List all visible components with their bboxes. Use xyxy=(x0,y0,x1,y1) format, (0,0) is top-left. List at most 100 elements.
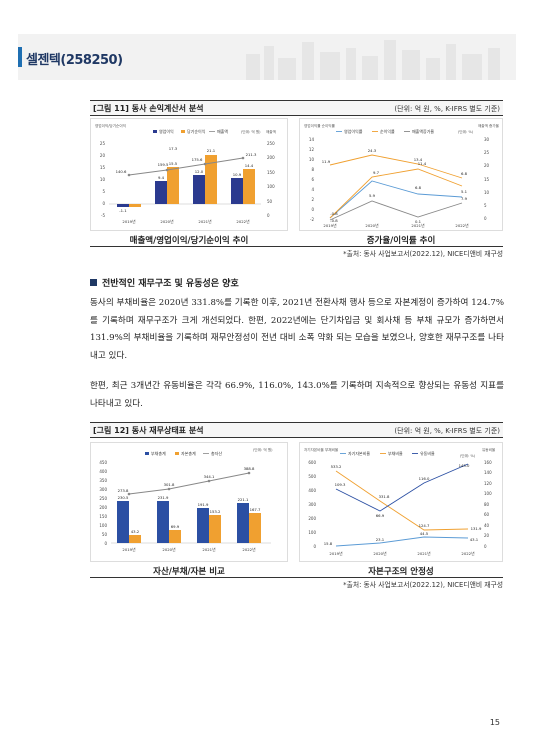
point-label: 5.1 xyxy=(461,189,468,194)
figure12-bottom-rule xyxy=(90,577,503,578)
assets-line xyxy=(128,472,250,495)
y2tick: 100 xyxy=(267,184,275,189)
y2tick: 160 xyxy=(484,460,492,465)
sales-point xyxy=(203,162,207,166)
bar-op-2019 xyxy=(117,204,129,207)
point-label: 7.9 xyxy=(461,196,468,201)
sales-point xyxy=(241,156,245,160)
y2tick: 250 xyxy=(267,141,275,146)
ytick: 100 xyxy=(308,530,316,535)
equity-label: 69.9 xyxy=(171,524,180,529)
point-label: 66.9 xyxy=(376,513,385,518)
xtick: 2021년 xyxy=(198,219,212,224)
bar-label: 17.3 xyxy=(169,146,178,151)
y2tick: 80 xyxy=(484,502,490,507)
y2tick: 50 xyxy=(267,199,273,204)
bar-label: -1.1 xyxy=(119,208,127,213)
ytick: -2 xyxy=(310,217,314,222)
xtick: 2020년 xyxy=(160,219,174,224)
assets-point xyxy=(247,471,251,475)
figure12-left-chart: (단위: 억 원) 부채총계 자본총계 총자산 450 400 350 300 … xyxy=(90,442,288,562)
y2tick: 0 xyxy=(484,216,487,221)
ytick: 150 xyxy=(99,514,107,519)
figure12-unit: (단위: 억 원, %, K-IFRS 별도 기준) xyxy=(394,427,500,435)
right-axis-title: 매출액 증가율 xyxy=(478,123,500,128)
ytick: 10 xyxy=(309,157,315,162)
ytick: 5 xyxy=(102,189,105,194)
xtick: 2020년 xyxy=(373,551,387,556)
right-axis-title: 유동비율 xyxy=(482,447,496,452)
header-accent-bar xyxy=(18,47,22,67)
header-cityscape xyxy=(246,40,500,80)
legend-growth: 매출액증가율 xyxy=(412,128,434,134)
left-axis-title: 자기자본비율 부채비율 xyxy=(304,447,339,452)
ytick: 450 xyxy=(99,460,107,465)
y2tick: 200 xyxy=(267,155,275,160)
legend-net: 당기순이익 xyxy=(187,128,206,134)
y2tick: 5 xyxy=(484,203,487,208)
bar-label: 14.4 xyxy=(245,163,254,168)
legend-debt-ratio: 부채비율 xyxy=(388,450,403,456)
legend-assets: 총자산 xyxy=(211,450,222,456)
assets-label: 301.8 xyxy=(164,482,175,487)
bar-equity-2021 xyxy=(209,515,221,543)
point-label: 6.8 xyxy=(415,185,422,190)
ytick: 12 xyxy=(309,147,315,152)
bar-op-2020 xyxy=(155,181,167,204)
unit-label: (단위: %) xyxy=(458,129,474,134)
assets-label: 273.8 xyxy=(118,488,129,493)
sales-line xyxy=(128,157,244,176)
legend-swatch-net xyxy=(181,130,185,133)
legend-net-margin: 순이익률 xyxy=(380,128,395,134)
xtick: 2019년 xyxy=(329,551,343,556)
xtick: 2019년 xyxy=(323,223,337,228)
debt-label: 221.1 xyxy=(238,497,249,502)
ytick: 300 xyxy=(99,487,107,492)
debt-label: 231.9 xyxy=(158,495,169,500)
legend-equity-ratio: 자기자본비율 xyxy=(348,450,370,456)
legend-sales: 매출액 xyxy=(217,128,228,134)
section-bullet xyxy=(90,279,97,286)
sales-point xyxy=(127,173,131,177)
ytick: 200 xyxy=(308,516,316,521)
assets-label: 388.8 xyxy=(244,466,255,471)
ytick: 20 xyxy=(100,153,106,158)
ytick: 600 xyxy=(308,460,316,465)
xtick: 2022년 xyxy=(242,547,256,552)
legend-swatch-debt xyxy=(145,452,149,455)
ytick: 2 xyxy=(311,197,314,202)
xtick: 2019년 xyxy=(122,219,136,224)
figure11-title: [그림 11] 동사 손익계산서 분석 xyxy=(93,104,204,113)
y2tick: 100 xyxy=(484,491,492,496)
ytick: 0 xyxy=(311,207,314,212)
y2tick: 40 xyxy=(484,523,490,528)
unit-label: (단위: 억 원) xyxy=(241,129,261,134)
figure11-unit: (단위: 억 원, %, K-IFRS 별도 기준) xyxy=(394,105,500,113)
point-label: 131.9 xyxy=(471,526,482,531)
ytick: -5 xyxy=(101,213,105,218)
y2tick: 20 xyxy=(484,163,490,168)
legend-op-margin: 영업이익률 xyxy=(344,128,363,134)
point-label: 11.9 xyxy=(322,159,331,164)
ytick: 25 xyxy=(100,141,106,146)
xtick: 2022년 xyxy=(461,551,475,556)
figure11-left-chart: 영업이익/당기순이익 매출액 (단위: 억 원) 영업이익 당기순이익 매출액 … xyxy=(90,118,288,231)
figure12-header: [그림 12] 동사 재무상태표 분석 (단위: 억 원, %, K-IFRS … xyxy=(90,422,503,438)
growth-rate-line xyxy=(329,154,463,179)
point-label: 143.0 xyxy=(459,463,470,468)
bar-debt-2020 xyxy=(157,501,169,543)
figure11-source: *출처: 동사 사업보고서(2022.12), NICE디앤비 재구성 xyxy=(343,250,503,258)
ytick: 0 xyxy=(102,201,105,206)
y2tick: 60 xyxy=(484,512,490,517)
bar-label: 21.1 xyxy=(207,148,216,153)
point-label: 23.1 xyxy=(376,537,385,542)
point-label: 331.8 xyxy=(379,494,390,499)
point-label: 109.3 xyxy=(335,482,346,487)
xtick: 2020년 xyxy=(162,547,176,552)
ytick: 0 xyxy=(313,544,316,549)
figure11-left-caption: 매출액/영업이익/당기순이익 추이 xyxy=(129,236,249,246)
assets-label: 344.1 xyxy=(204,474,215,479)
assets-point xyxy=(127,492,131,496)
legend-swatch-op xyxy=(153,130,157,133)
capital-structure-chart-svg: 자기자본비율 부채비율 유동비율 (단위: %) 자기자본비율 부채비율 유동비… xyxy=(304,447,496,556)
